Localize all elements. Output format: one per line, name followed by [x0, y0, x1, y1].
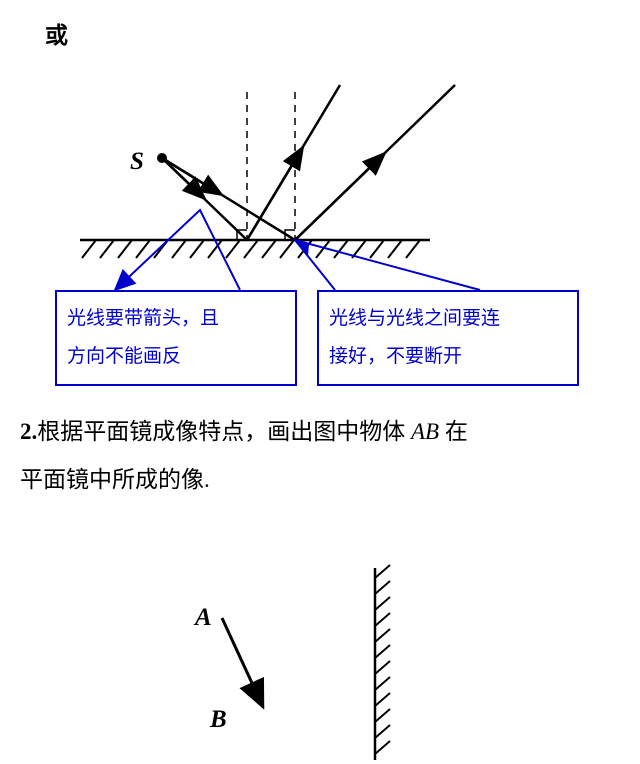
vertical-mirror-hatch: [375, 565, 390, 754]
point-b-label: B: [210, 697, 227, 742]
object-ab-arrow: [222, 618, 263, 707]
point-a-label: A: [195, 595, 212, 640]
mirror-image-diagram: [0, 0, 640, 764]
